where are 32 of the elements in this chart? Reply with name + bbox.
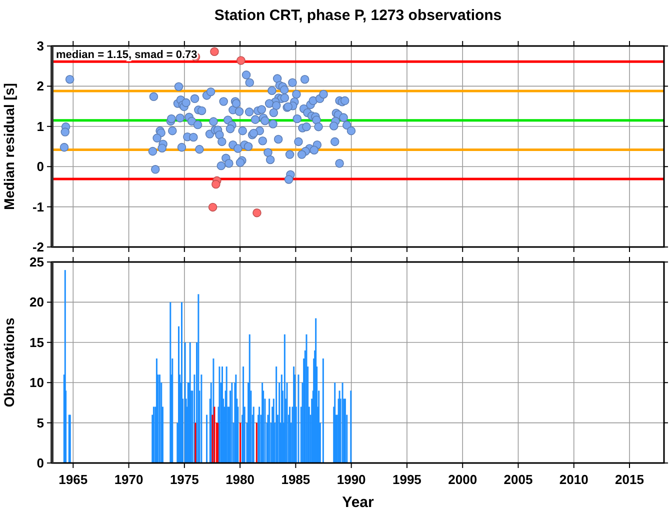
x-tick-label: 2015 bbox=[615, 472, 644, 487]
point bbox=[236, 56, 246, 65]
x-tick-label: 2005 bbox=[504, 472, 533, 487]
x-tick-label: 1980 bbox=[226, 472, 255, 487]
y-tick-label: 3 bbox=[36, 38, 44, 54]
y-axis-title: Observations bbox=[1, 318, 17, 408]
x-tick-label: 1965 bbox=[58, 472, 88, 487]
y-tick-label: 25 bbox=[30, 254, 44, 270]
y-tick-label: 1 bbox=[36, 118, 44, 134]
point bbox=[208, 202, 218, 212]
y-tick-label: -1 bbox=[32, 199, 44, 214]
point bbox=[252, 208, 262, 218]
y-tick-label: 0 bbox=[36, 159, 44, 174]
y-tick-label: 0 bbox=[36, 456, 44, 470]
y-tick-label: -2 bbox=[32, 240, 44, 254]
x-axis-title: Year bbox=[342, 494, 374, 511]
chart-title: Station CRT, phase P, 1273 observations bbox=[214, 7, 502, 24]
y-tick-label: 2 bbox=[36, 78, 44, 94]
y-axis-title: Median residual [s] bbox=[1, 83, 17, 210]
x-tick-label: 1995 bbox=[392, 472, 422, 487]
x-tick-label: 1990 bbox=[336, 472, 366, 487]
y-tick-label: 10 bbox=[30, 375, 44, 390]
x-tick-label: 2000 bbox=[448, 472, 478, 487]
point bbox=[210, 47, 219, 56]
x-tick-label: 1975 bbox=[170, 472, 199, 487]
x-tick-label: 2010 bbox=[559, 472, 588, 487]
y-tick-label: 15 bbox=[30, 334, 44, 350]
y-tick-label: 20 bbox=[30, 294, 44, 310]
point bbox=[212, 180, 220, 189]
y-tick-label: 5 bbox=[36, 415, 44, 430]
x-tick-label: 1970 bbox=[114, 472, 144, 487]
x-tick-label: 1985 bbox=[281, 472, 310, 487]
